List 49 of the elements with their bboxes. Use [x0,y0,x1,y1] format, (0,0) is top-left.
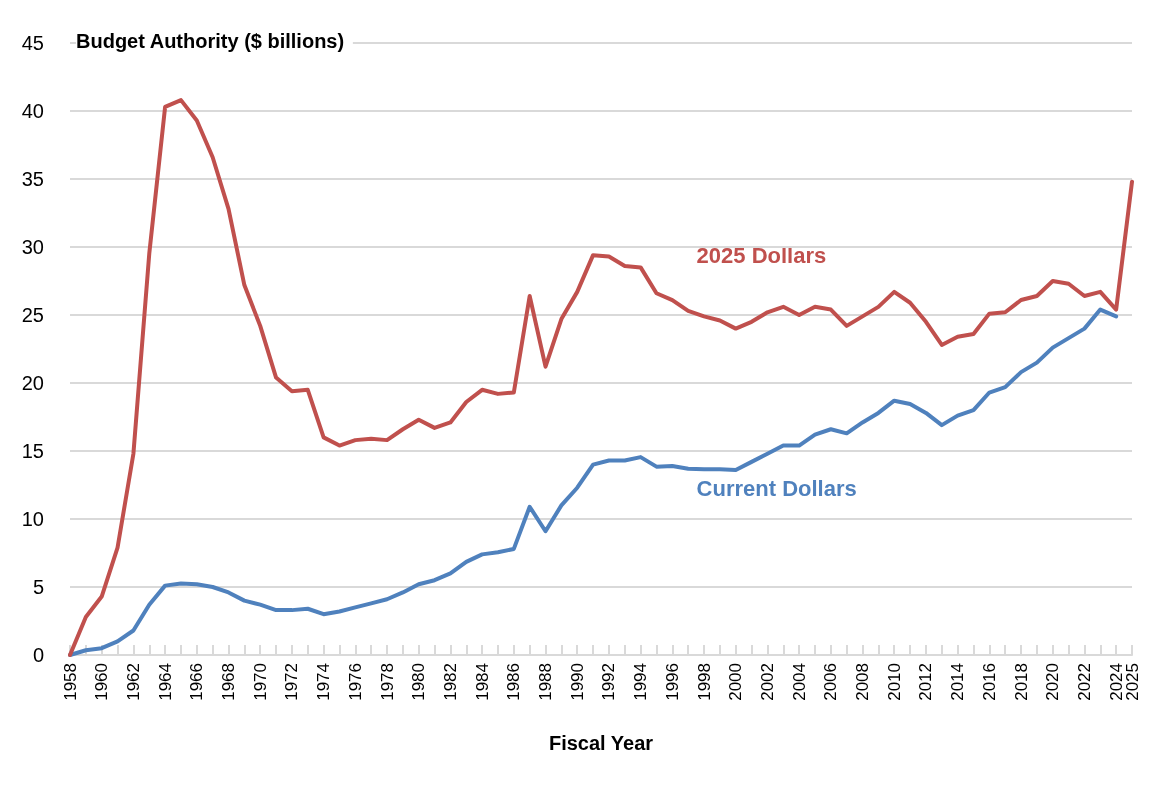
x-tick-label: 1958 [60,663,80,701]
x-tick-label: 2016 [979,663,999,701]
x-tick-label: 1980 [409,663,429,701]
line-series [68,307,1119,657]
x-tick-label: 1976 [345,663,365,701]
x-tick-label: 2014 [948,663,968,701]
x-tick-label: 1984 [472,663,492,701]
x-tick-label: 1970 [250,663,270,701]
x-tick-label: 2012 [916,663,936,701]
y-tick-label: 15 [21,440,44,462]
x-tick-label: 1974 [314,663,334,701]
x-tick-label: 1972 [282,663,302,701]
x-tick-label: 1998 [694,663,714,701]
x-tick-label: 1962 [123,663,143,701]
x-tick-label: 1982 [440,663,460,701]
x-tick-label: 1986 [504,663,524,701]
x-tick-label: 1960 [92,663,112,701]
x-tick-label: 1968 [219,663,239,701]
x-tick-label: 1966 [187,663,207,701]
x-tick-label: 2008 [853,663,873,701]
x-tick-label: 2010 [884,663,904,701]
x-axis-title: Fiscal Year [548,732,654,754]
series-label: Current Dollars [696,476,857,502]
x-tick-label: 2018 [1011,663,1031,701]
y-tick-label: 0 [32,644,44,666]
y-tick-label: 10 [21,508,44,530]
x-tick-label: 2006 [821,663,841,701]
x-tick-label: 2004 [789,663,809,701]
x-tick-label: 1990 [567,663,587,701]
x-tick-label: 2002 [757,663,777,701]
x-tick-label: 1988 [536,663,556,701]
line-series [68,98,1134,657]
y-axis-title: Budget Authority ($ billions) [76,30,345,52]
x-tick-label: 1964 [155,663,175,701]
y-tick-label: 30 [21,236,44,258]
y-tick-label: 25 [21,304,44,326]
x-tick-label: 2020 [1043,663,1063,701]
y-tick-label: 40 [21,100,44,122]
x-tick-label: 2000 [726,663,746,701]
x-tick-label: 2022 [1074,663,1094,701]
x-tick-label: 1994 [631,663,651,701]
y-tick-label: 45 [21,32,44,54]
y-tick-label: 35 [21,168,44,190]
x-tick-label: 1978 [377,663,397,701]
y-tick-label: 5 [32,576,44,598]
x-tick-label: 1992 [599,663,619,701]
series-label: 2025 Dollars [696,243,827,269]
x-tick-label: 1996 [662,663,682,701]
y-tick-label: 20 [21,372,44,394]
